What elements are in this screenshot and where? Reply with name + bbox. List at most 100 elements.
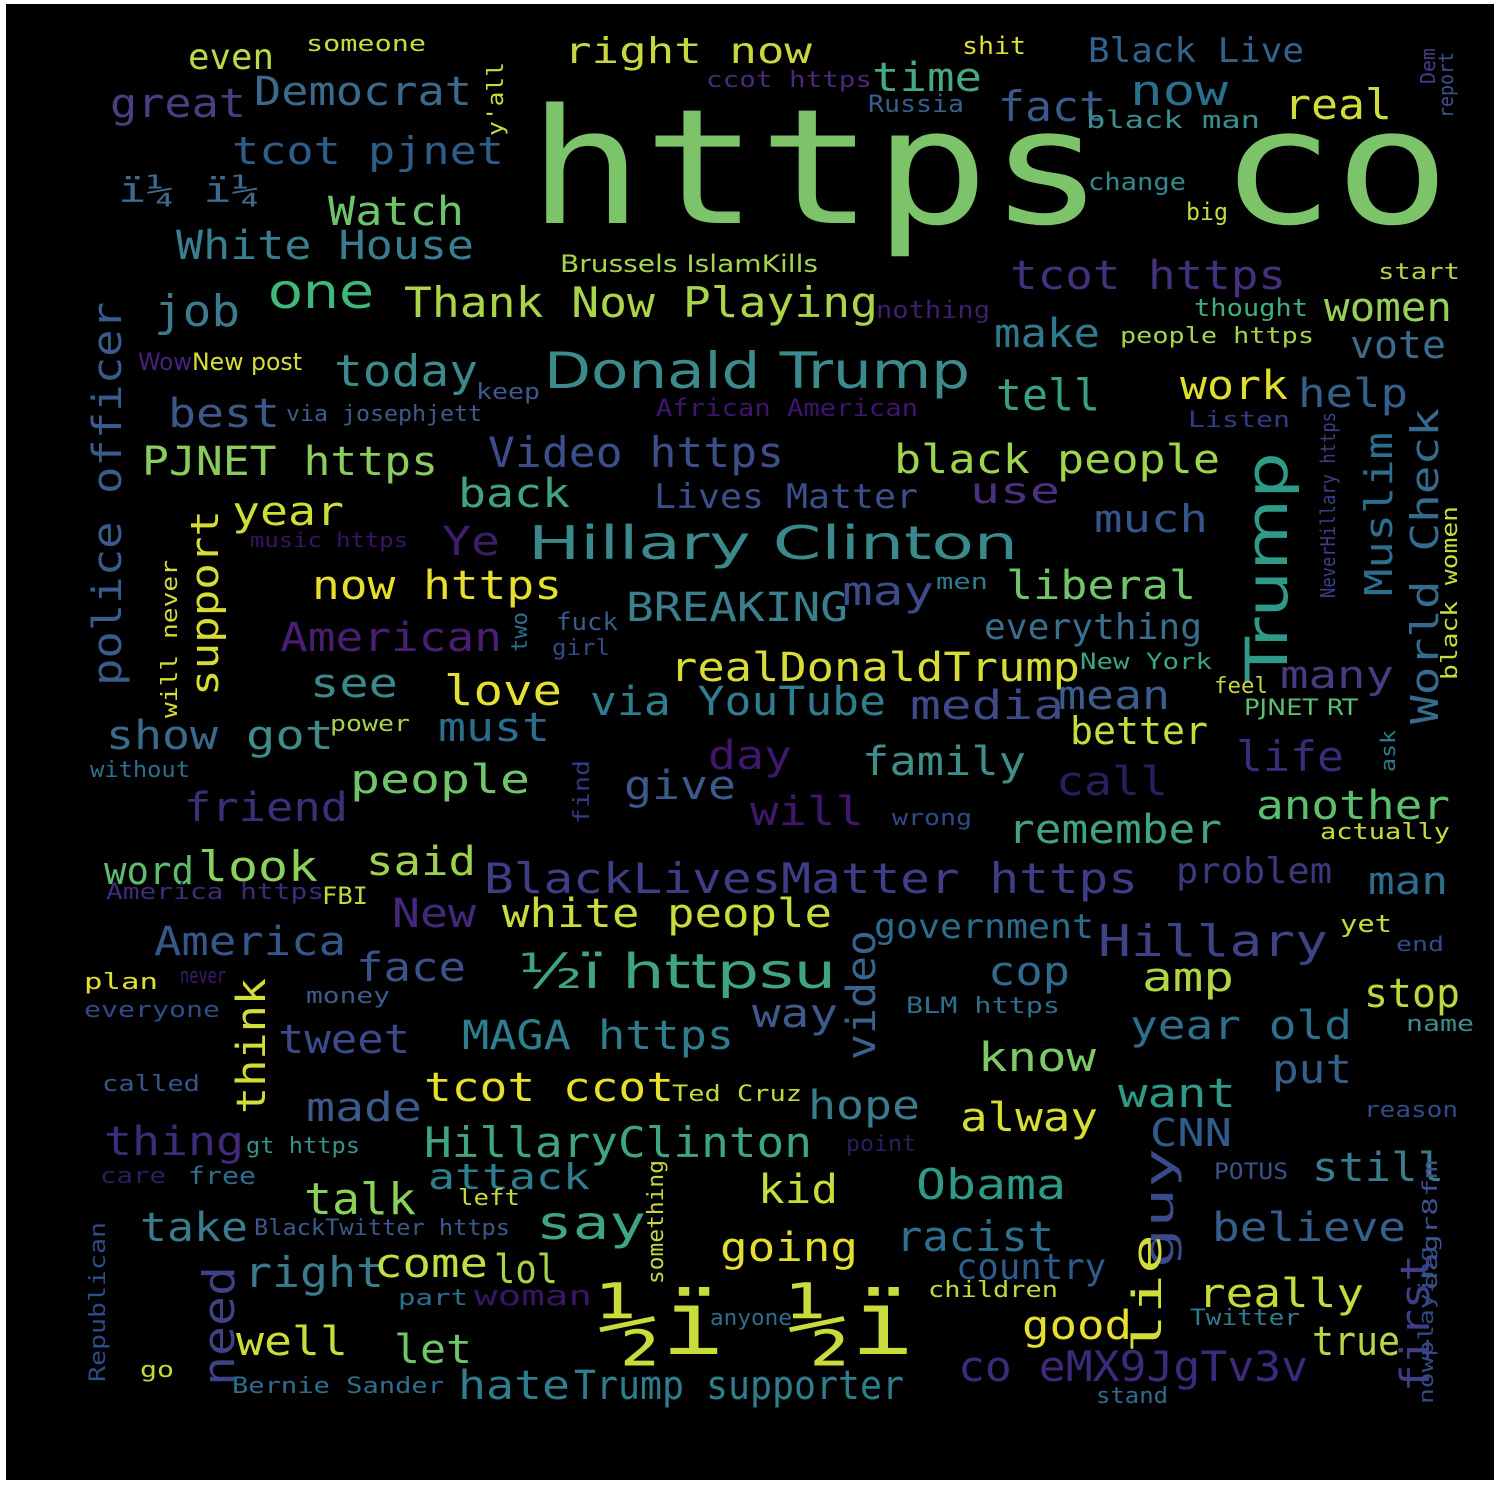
cloud-word: y'all bbox=[484, 62, 509, 137]
cloud-word: got bbox=[246, 713, 334, 759]
cloud-word: keep bbox=[476, 380, 540, 405]
cloud-word: nothing bbox=[876, 296, 990, 324]
cloud-word: women bbox=[1324, 285, 1452, 331]
cloud-word: children bbox=[928, 1278, 1058, 1303]
cloud-word: HillaryClinton bbox=[424, 1118, 812, 1167]
cloud-word: BREAKING bbox=[626, 585, 848, 631]
cloud-word: family bbox=[862, 739, 1026, 785]
cloud-word: power bbox=[330, 712, 410, 737]
cloud-word: co eMX9JgTv3v bbox=[958, 1342, 1308, 1391]
cloud-word: BLM https bbox=[906, 994, 1060, 1019]
cloud-word: Bernie Sander bbox=[232, 1374, 444, 1399]
cloud-word: many bbox=[1280, 653, 1394, 697]
cloud-word: media bbox=[910, 683, 1064, 729]
cloud-word: ½ï httpsu bbox=[518, 944, 836, 1000]
cloud-word: PJNET https bbox=[142, 439, 438, 485]
cloud-word: face bbox=[356, 945, 466, 991]
cloud-word: Ye bbox=[442, 519, 500, 565]
cloud-word: right now bbox=[564, 31, 812, 72]
cloud-word: ½ï ½ï bbox=[598, 1272, 914, 1375]
cloud-word: think bbox=[229, 978, 275, 1114]
cloud-word: help bbox=[1298, 371, 1408, 417]
cloud-word: POTUS bbox=[1214, 1160, 1288, 1185]
cloud-word: go bbox=[140, 1358, 174, 1383]
cloud-word: day bbox=[708, 733, 792, 779]
cloud-word: tell bbox=[996, 370, 1100, 421]
cloud-word: end bbox=[1396, 932, 1444, 956]
cloud-word: will bbox=[750, 789, 864, 835]
cloud-word: may bbox=[842, 569, 934, 615]
cloud-word: MAGA https bbox=[462, 1013, 734, 1059]
cloud-word: two bbox=[508, 612, 533, 652]
cloud-word: another bbox=[1256, 783, 1450, 829]
cloud-word: via YouTube bbox=[590, 679, 886, 725]
cloud-word: mean bbox=[1058, 673, 1170, 719]
cloud-word: show bbox=[106, 713, 218, 759]
cloud-word: something bbox=[644, 1160, 669, 1284]
cloud-word: really bbox=[1198, 1271, 1364, 1317]
cloud-word: Republican bbox=[86, 1222, 111, 1382]
cloud-word: now https bbox=[312, 563, 562, 609]
cloud-word: fact bbox=[998, 82, 1106, 131]
cloud-word: find bbox=[570, 760, 595, 824]
cloud-word: CNN bbox=[1150, 1111, 1232, 1155]
cloud-word: say bbox=[536, 1196, 646, 1250]
cloud-word: believe bbox=[1212, 1205, 1406, 1251]
cloud-word: Russia bbox=[868, 90, 964, 118]
cloud-word: even bbox=[188, 37, 274, 78]
cloud-word: American bbox=[280, 615, 502, 661]
cloud-word: year old bbox=[1130, 1003, 1352, 1049]
cloud-word: someone bbox=[306, 32, 426, 57]
cloud-word: give bbox=[624, 763, 736, 809]
cloud-word: make bbox=[994, 311, 1100, 357]
cloud-word: attack bbox=[428, 1157, 590, 1198]
cloud-word: black man bbox=[1086, 106, 1260, 134]
word-cloud: https co ½ï ½ï Donald Trump Hillary Clinton… bbox=[6, 4, 1494, 1480]
cloud-word: yet bbox=[1340, 910, 1392, 938]
cloud-word: Trump supporter bbox=[574, 1363, 904, 1409]
cloud-word: America https bbox=[106, 880, 324, 905]
cloud-word: point bbox=[846, 1132, 916, 1157]
cloud-word: FBI bbox=[322, 882, 368, 910]
cloud-word: better bbox=[1070, 709, 1208, 753]
cloud-word: Muslim bbox=[1357, 432, 1401, 596]
cloud-word: New bbox=[392, 891, 476, 937]
cloud-word: via josephjett bbox=[286, 402, 482, 427]
cloud-word: will never bbox=[158, 560, 183, 718]
cloud-word: good bbox=[1022, 1303, 1132, 1349]
cloud-word: woman bbox=[474, 1279, 592, 1312]
cloud-word: liberal bbox=[1006, 563, 1196, 609]
cloud-word: look bbox=[198, 842, 318, 891]
cloud-word: today bbox=[334, 346, 478, 397]
cloud-word: New post bbox=[192, 348, 302, 376]
cloud-word: talk bbox=[304, 1174, 416, 1225]
cloud-word: big bbox=[1186, 198, 1228, 226]
cloud-word: wrong bbox=[892, 806, 972, 831]
cloud-word: name bbox=[1406, 1012, 1474, 1037]
cloud-word: job bbox=[154, 286, 240, 337]
cloud-word: money bbox=[306, 984, 390, 1009]
cloud-word: plan bbox=[84, 970, 158, 995]
cloud-word: https co bbox=[528, 74, 1450, 261]
cloud-word: ï¼ ï¼ bbox=[118, 171, 260, 211]
cloud-word: Twitter bbox=[1190, 1306, 1300, 1331]
cloud-word: African American bbox=[656, 394, 918, 422]
cloud-word: Lives Matter bbox=[654, 477, 918, 517]
cloud-word: America bbox=[154, 919, 346, 965]
cloud-word: girl bbox=[552, 636, 610, 661]
cloud-word: support bbox=[183, 510, 227, 696]
cloud-word: well bbox=[236, 1319, 348, 1365]
cloud-word: Listen bbox=[1188, 408, 1290, 433]
cloud-word: year bbox=[232, 489, 344, 535]
cloud-word: put bbox=[1272, 1047, 1352, 1093]
cloud-word: Thank Now Playing bbox=[404, 278, 878, 327]
cloud-word: come bbox=[374, 1241, 488, 1287]
cloud-word: hate bbox=[458, 1363, 570, 1409]
cloud-word: Democrat bbox=[254, 69, 472, 115]
cloud-word: problem bbox=[1176, 851, 1332, 892]
cloud-word: life bbox=[1236, 732, 1344, 781]
cloud-word: government bbox=[874, 907, 1094, 947]
cloud-word: want bbox=[1118, 1071, 1236, 1117]
cloud-word: work bbox=[1180, 363, 1288, 409]
cloud-word: stop bbox=[1364, 971, 1460, 1017]
